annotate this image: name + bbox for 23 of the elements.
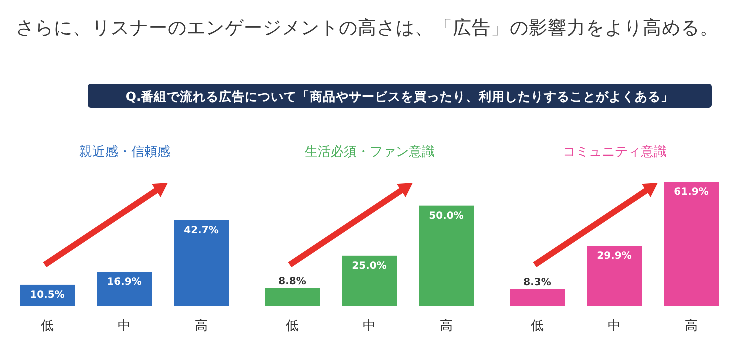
text: コミュニティ意識 [563,145,667,160]
x-tick-label: 中 [608,319,621,334]
data-label: 29.9% [597,251,632,262]
subtitle-banner: Q.番組で流れる広告について「商品やサービスを買ったり、利用したりすることがよくある」 [88,84,712,108]
data-label: 50.0% [429,210,464,222]
x-tick-label: 中 [363,319,376,334]
text: 親近感・信頼感 [80,145,170,160]
data-label: 61.9% [674,187,709,198]
text: さらに、リスナーのエンゲージメントの高さは、「広告」の影響力をより高める。 [16,17,719,39]
data-label: 10.5% [30,290,65,301]
data-label: 8.8% [278,276,306,288]
x-tick-label: 低 [286,319,299,334]
data-label: 42.7% [184,225,219,236]
x-tick-label: 高 [685,318,698,334]
x-tick-label: 高 [195,318,208,334]
text: 生活必須・ファン意識 [305,145,435,160]
x-tick-label: 低 [531,319,544,334]
x-tick-label: 中 [118,319,131,334]
x-tick-label: 低 [41,319,54,334]
x-tick-label: 高 [440,318,453,334]
data-label: 8.3% [524,277,552,288]
data-label: 25.0% [352,260,387,272]
data-label: 16.9% [107,277,142,288]
